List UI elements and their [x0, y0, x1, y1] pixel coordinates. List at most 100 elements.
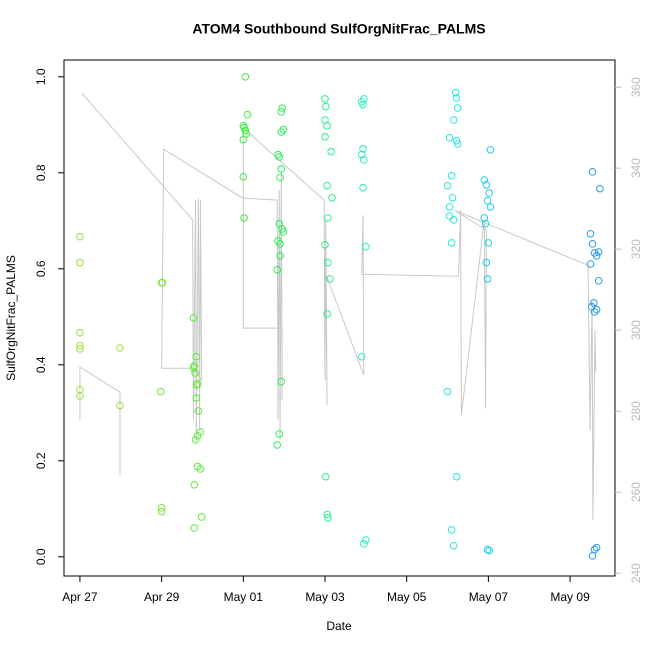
point: [194, 407, 203, 415]
point: [196, 465, 205, 473]
point: [192, 381, 201, 389]
point: [158, 278, 167, 287]
point: [278, 104, 286, 112]
point: [485, 189, 493, 197]
point: [277, 377, 286, 386]
point: [276, 252, 284, 260]
point: [590, 308, 599, 316]
point: [197, 513, 206, 521]
point: [323, 310, 331, 318]
point: [241, 126, 250, 135]
point: [480, 214, 489, 222]
point: [481, 219, 490, 228]
point: [589, 299, 598, 307]
x-tick-label: Apr 29: [144, 590, 180, 604]
point: [324, 258, 332, 267]
point: [76, 345, 84, 353]
point: [157, 507, 166, 516]
point: [482, 181, 491, 189]
point: [193, 432, 202, 440]
point: [157, 504, 166, 512]
point: [484, 239, 493, 247]
point: [243, 110, 252, 119]
point: [445, 203, 454, 211]
point: [277, 108, 286, 116]
point: [323, 121, 331, 130]
point: [273, 265, 282, 274]
y2-tick-label: 260: [629, 482, 643, 502]
y-tick-label: 0.6: [34, 260, 48, 277]
point: [594, 277, 603, 285]
point: [321, 241, 329, 249]
y2-tick-label: 320: [629, 239, 643, 259]
y2-tick-label: 360: [629, 77, 643, 97]
point: [451, 88, 460, 97]
point: [592, 305, 601, 314]
point: [483, 275, 492, 283]
point: [480, 176, 489, 184]
point: [157, 387, 165, 396]
point: [453, 140, 462, 148]
point: [192, 394, 201, 402]
point: [359, 145, 367, 153]
point: [447, 171, 456, 180]
point: [324, 214, 332, 222]
point: [449, 541, 458, 550]
point: [447, 239, 456, 247]
x-tick-label: May 01: [224, 590, 264, 604]
point: [276, 240, 284, 248]
point: [357, 150, 366, 159]
point: [360, 156, 368, 164]
line: [79, 92, 597, 521]
point: [443, 181, 452, 190]
point: [116, 401, 124, 410]
point: [323, 181, 331, 190]
point: [453, 104, 462, 112]
x-tick-label: May 07: [469, 590, 509, 604]
x-tick-label: May 03: [305, 590, 345, 604]
y2-tick-label: 240: [629, 563, 643, 583]
point: [241, 73, 250, 81]
point: [326, 275, 334, 283]
point: [443, 387, 452, 396]
y-tick-label: 0.8: [34, 164, 48, 181]
point: [360, 540, 368, 548]
y-axis-label: SulfOrgNitFrac_PALMS: [4, 255, 18, 381]
point: [76, 341, 84, 350]
y2-tick-label: 280: [629, 401, 643, 421]
point: [449, 216, 458, 224]
point: [273, 441, 282, 449]
point: [276, 173, 284, 182]
point: [190, 524, 199, 532]
point: [362, 242, 370, 251]
point: [483, 196, 492, 205]
plot-box: [63, 59, 616, 577]
point: [588, 168, 597, 176]
point: [592, 543, 601, 552]
point: [239, 135, 248, 144]
point: [452, 136, 461, 145]
point: [189, 363, 198, 372]
point: [193, 380, 202, 388]
x-axis-label: Date: [326, 619, 352, 633]
x-tick-label: May 09: [550, 590, 590, 604]
point: [483, 545, 492, 554]
point: [486, 145, 495, 154]
point: [76, 392, 84, 400]
point: [275, 430, 284, 438]
y-tick-label: 0.2: [34, 452, 48, 469]
point: [279, 228, 288, 236]
y-tick-label: 0.0: [34, 548, 48, 565]
chart-title: ATOM4 Southbound SulfOrgNitFrac_PALMS: [192, 21, 485, 37]
point: [327, 147, 335, 156]
point: [586, 260, 595, 268]
point: [277, 128, 286, 136]
y2-tick-label: 340: [629, 158, 643, 178]
point: [240, 214, 248, 222]
point: [449, 116, 458, 124]
point: [594, 248, 603, 256]
point: [191, 369, 199, 377]
point: [359, 100, 367, 109]
point: [321, 133, 329, 141]
